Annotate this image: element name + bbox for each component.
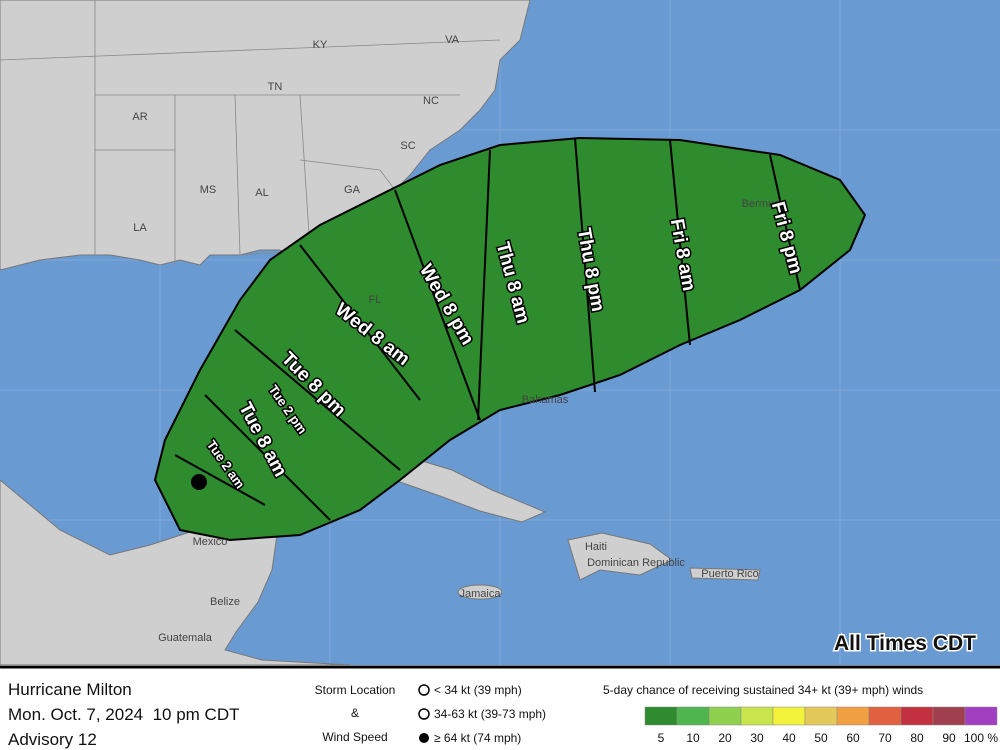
place-label: KY	[313, 39, 328, 51]
storm-location	[191, 474, 207, 490]
place-label: VA	[445, 34, 460, 46]
legend-label: 80	[910, 731, 924, 745]
place-label: LA	[133, 222, 147, 234]
advisory-date: Mon. Oct. 7, 2024 10 pm CDT	[8, 705, 239, 724]
place-label: Bermuda	[742, 198, 788, 210]
place-label: FL	[369, 294, 382, 306]
legend-swatch	[708, 706, 742, 726]
legend-swatch	[740, 706, 774, 726]
legend-swatch	[836, 706, 870, 726]
place-label: Belize	[210, 596, 240, 608]
place-labels: KY VA TN NC AR SC MS AL GA LA FL Mexico Belize Guatem…	[132, 34, 787, 644]
legend-label: 40	[782, 731, 796, 745]
legend-label: 70	[878, 731, 892, 745]
key-title: Wind Speed	[322, 730, 387, 744]
place-label: Bahamas	[522, 394, 569, 406]
place-label: NC	[423, 95, 439, 107]
legend-swatch	[964, 706, 998, 726]
symbol-weak	[418, 684, 430, 696]
place-label: TN	[268, 81, 283, 93]
legend-label: 60	[846, 731, 860, 745]
legend-swatch	[932, 706, 966, 726]
legend-swatch	[772, 706, 806, 726]
legend-label: 50	[814, 731, 828, 745]
advisory-number: Advisory 12	[8, 730, 97, 749]
legend-label: 30	[750, 731, 764, 745]
place-label: AL	[255, 187, 268, 199]
place-label: SC	[400, 140, 415, 152]
storm-name: Hurricane Milton	[8, 680, 132, 699]
cone-outline	[154, 137, 866, 541]
wind-class: ≥ 64 kt (74 mph)	[434, 731, 521, 745]
place-label: GA	[344, 184, 361, 196]
time-zone-note: All Times CDT	[834, 632, 976, 655]
legend-swatch	[676, 706, 710, 726]
wind-class: < 34 kt (39 mph)	[434, 683, 522, 697]
place-label: Mexico	[193, 536, 228, 548]
legend-label: 20	[718, 731, 732, 745]
legend-swatch	[804, 706, 838, 726]
legend: 5 10 20 30 40 50 60 70 80 90 100 %	[644, 706, 998, 745]
place-label: AR	[132, 111, 147, 123]
place-label: MS	[200, 184, 217, 196]
legend-title: 5-day chance of receiving sustained 34+ …	[603, 683, 923, 697]
key-title: &	[351, 706, 359, 720]
legend-swatch	[868, 706, 902, 726]
symbol-storm	[418, 708, 430, 720]
wind-class: 34-63 kt (39-73 mph)	[434, 707, 546, 721]
place-label: Dominican Republic	[587, 557, 685, 569]
place-label: Jamaica	[460, 588, 502, 600]
legend-swatch	[644, 706, 678, 726]
place-label: Guatemala	[158, 632, 213, 644]
legend-label: 5	[658, 731, 665, 745]
legend-label: 90	[942, 731, 956, 745]
place-label: Haiti	[585, 541, 607, 553]
place-label: Puerto Rico	[701, 568, 758, 580]
key-title: Storm Location	[315, 683, 396, 697]
legend-label: 100 %	[964, 731, 998, 745]
symbol-hurricane	[419, 733, 429, 743]
legend-swatch	[900, 706, 934, 726]
legend-label: 10	[686, 731, 700, 745]
